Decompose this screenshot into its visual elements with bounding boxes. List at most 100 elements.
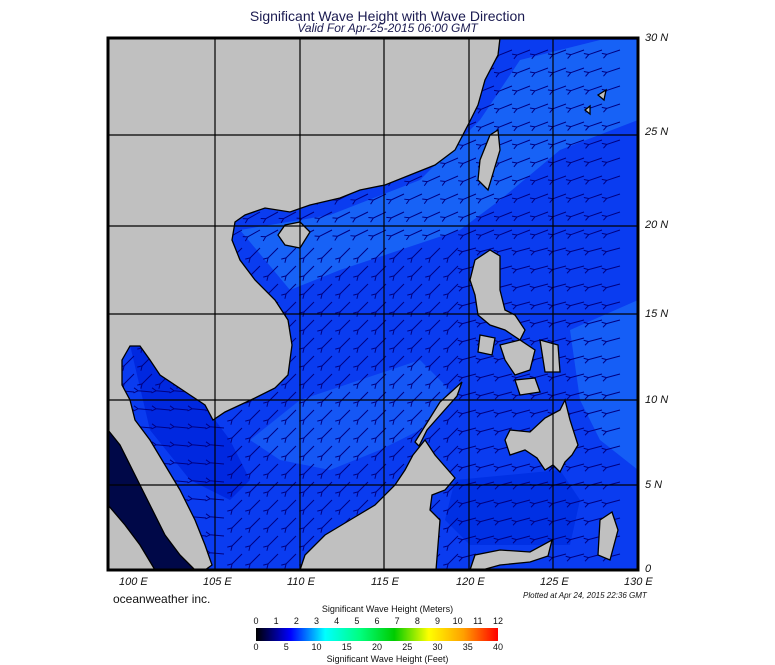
wave-direction-arrow [353, 337, 369, 353]
wave-direction-arrow [493, 391, 513, 400]
wave-direction-arrow [317, 517, 333, 533]
wave-direction-arrow [407, 337, 423, 353]
wave-direction-arrow [476, 103, 495, 114]
wave-direction-arrow [353, 283, 369, 299]
wave-direction-arrow [169, 441, 189, 448]
wave-direction-arrow [263, 463, 279, 479]
wave-direction-arrow [547, 247, 567, 256]
wave-direction-arrow [440, 175, 459, 186]
wave-direction-arrow [227, 427, 243, 443]
wave-direction-arrow [443, 355, 459, 371]
wave-direction-arrow [547, 49, 567, 59]
wave-direction-arrow [245, 409, 261, 425]
wave-direction-arrow [583, 121, 603, 131]
land-sulawesi [469, 538, 553, 570]
land-sumatra [108, 503, 156, 570]
wave-direction-arrow [601, 265, 621, 274]
wave-direction-arrow [353, 373, 369, 389]
wave-direction-arrow [601, 229, 621, 239]
wave-direction-arrow [565, 517, 585, 526]
wave-direction-arrow [475, 247, 495, 256]
feet-tick: 20 [371, 642, 383, 652]
wave-direction-arrow [565, 337, 585, 346]
wave-direction-arrow [407, 283, 423, 299]
meters-tick: 12 [492, 616, 504, 626]
wave-direction-arrow [493, 499, 513, 508]
wave-direction-arrow [443, 481, 459, 497]
wave-direction-arrow [443, 265, 459, 281]
land-ryukyu [583, 88, 607, 116]
wave-height-colorbar [256, 628, 498, 641]
wave-direction-arrow [151, 423, 171, 430]
feet-tick: 15 [341, 642, 352, 652]
wave-direction-arrow [389, 409, 405, 425]
wave-direction-arrow [601, 49, 621, 59]
wave-direction-arrow [547, 265, 567, 274]
wave-direction-arrow [332, 211, 351, 223]
wave-direction-arrow [314, 211, 333, 223]
wave-direction-arrow [205, 531, 225, 538]
wave-direction-arrow [242, 229, 261, 242]
meters-tick: 6 [374, 616, 380, 626]
wave-direction-arrow [335, 247, 351, 263]
wave-direction-arrow [443, 553, 459, 569]
wave-direction-arrow [493, 463, 513, 472]
wave-direction-arrow [281, 247, 297, 263]
wave-direction-arrow [583, 85, 603, 95]
wave-direction-arrow [169, 423, 189, 430]
wave-direction-arrow [511, 535, 531, 544]
wave-direction-arrow [493, 193, 513, 204]
lat-label-5n: 5 N [645, 479, 663, 491]
wave-direction-arrow [565, 139, 585, 149]
wave-direction-arrow [583, 499, 603, 508]
wave-direction-arrow [583, 517, 603, 526]
wave-direction-arrow [529, 121, 549, 132]
wave-direction-arrow [601, 67, 621, 77]
wave-direction-arrow [317, 265, 333, 281]
wave-direction-arrow [601, 391, 621, 400]
wave-direction-arrow [443, 427, 459, 443]
wave-direction-arrow [511, 517, 531, 526]
wave-direction-arrow [440, 211, 459, 222]
feet-tick: 40 [492, 642, 504, 652]
lat-label-10n: 10 N [645, 394, 669, 406]
wave-direction-arrow [547, 283, 567, 292]
legend-feet-title: Significant Wave Height (Feet) [326, 654, 449, 664]
wave-direction-arrow [583, 67, 603, 77]
wave-direction-arrow [475, 535, 495, 544]
wave-direction-arrow [476, 211, 495, 222]
wave-direction-arrow [227, 409, 243, 425]
wave-direction-arrow [601, 463, 621, 472]
wave-direction-arrow [565, 193, 585, 203]
wave-direction-arrow [601, 319, 621, 328]
wave-direction-arrow [547, 67, 567, 77]
wave-direction-arrow [389, 355, 405, 371]
meters-tick: 9 [434, 616, 441, 626]
wave-direction-arrow [565, 301, 585, 310]
land-halmahera [597, 510, 619, 561]
wave-direction-arrow [281, 535, 297, 551]
wave-direction-arrow [529, 211, 549, 222]
wave-direction-arrow [407, 319, 423, 335]
wave-direction-arrow [353, 247, 369, 263]
wave-direction-arrow [335, 265, 351, 281]
wave-direction-arrow [601, 355, 621, 364]
wave-direction-arrow [565, 121, 585, 131]
wave-direction-arrow [547, 157, 567, 167]
feet-tick: 25 [402, 642, 413, 652]
land-borneo [299, 438, 456, 570]
wave-direction-arrow [317, 319, 333, 335]
wave-direction-arrow [389, 373, 405, 389]
wave-direction-arrow [335, 481, 351, 497]
wave-direction-arrow [335, 319, 351, 335]
wave-direction-arrow [440, 229, 459, 240]
wave-direction-arrow [547, 211, 567, 221]
wave-direction-arrow [245, 481, 261, 497]
wave-direction-arrow [529, 103, 549, 114]
wave-direction-arrow [187, 423, 207, 430]
feet-tick: 10 [311, 642, 322, 652]
lon-label-115e: 115 E [371, 576, 399, 588]
wave-direction-arrow [493, 211, 513, 222]
wave-direction-arrow [511, 265, 531, 274]
wave-direction-arrow [317, 355, 333, 371]
